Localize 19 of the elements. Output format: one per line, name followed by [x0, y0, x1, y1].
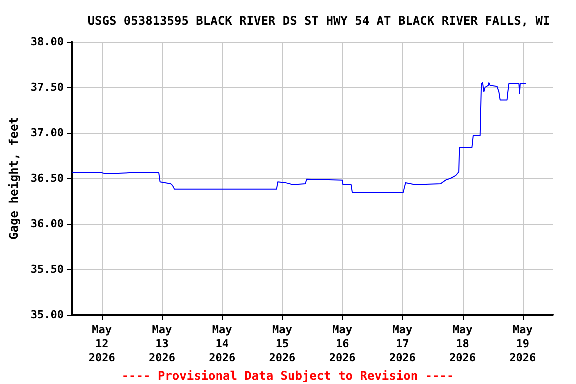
line-series — [72, 82, 527, 194]
y-axis-title: Gage height, feet — [7, 117, 21, 240]
x-tick-label: May 13 2026 — [148, 324, 176, 364]
x-tick-label: May 12 2026 — [88, 324, 116, 364]
y-tick-label: 36.50 — [30, 172, 64, 185]
y-tick-label: 38.00 — [30, 36, 64, 48]
y-tick-label: 35.00 — [30, 308, 64, 322]
x-tick-label: May 16 2026 — [329, 324, 356, 364]
x-tick-label: May 17 2026 — [389, 324, 416, 364]
x-tick-label: May 14 2026 — [209, 324, 236, 364]
x-tick-label: May 15 2026 — [269, 324, 296, 364]
y-tick-label: 35.50 — [30, 263, 64, 276]
x-tick-label: May 19 2026 — [510, 324, 537, 364]
y-tick-label: 37.50 — [30, 81, 64, 94]
text: ---- Provisional Data Subject to Revision ---- — [122, 369, 454, 383]
chart-title: USGS 053813595 BLACK RIVER DS ST HWY 54 AT BLACK RIVER FALLS, WI — [88, 14, 550, 28]
y-tick-label: 36.00 — [30, 218, 64, 230]
x-tick-label: May 18 2026 — [450, 324, 476, 364]
y-tick-label: 37.00 — [30, 126, 64, 140]
